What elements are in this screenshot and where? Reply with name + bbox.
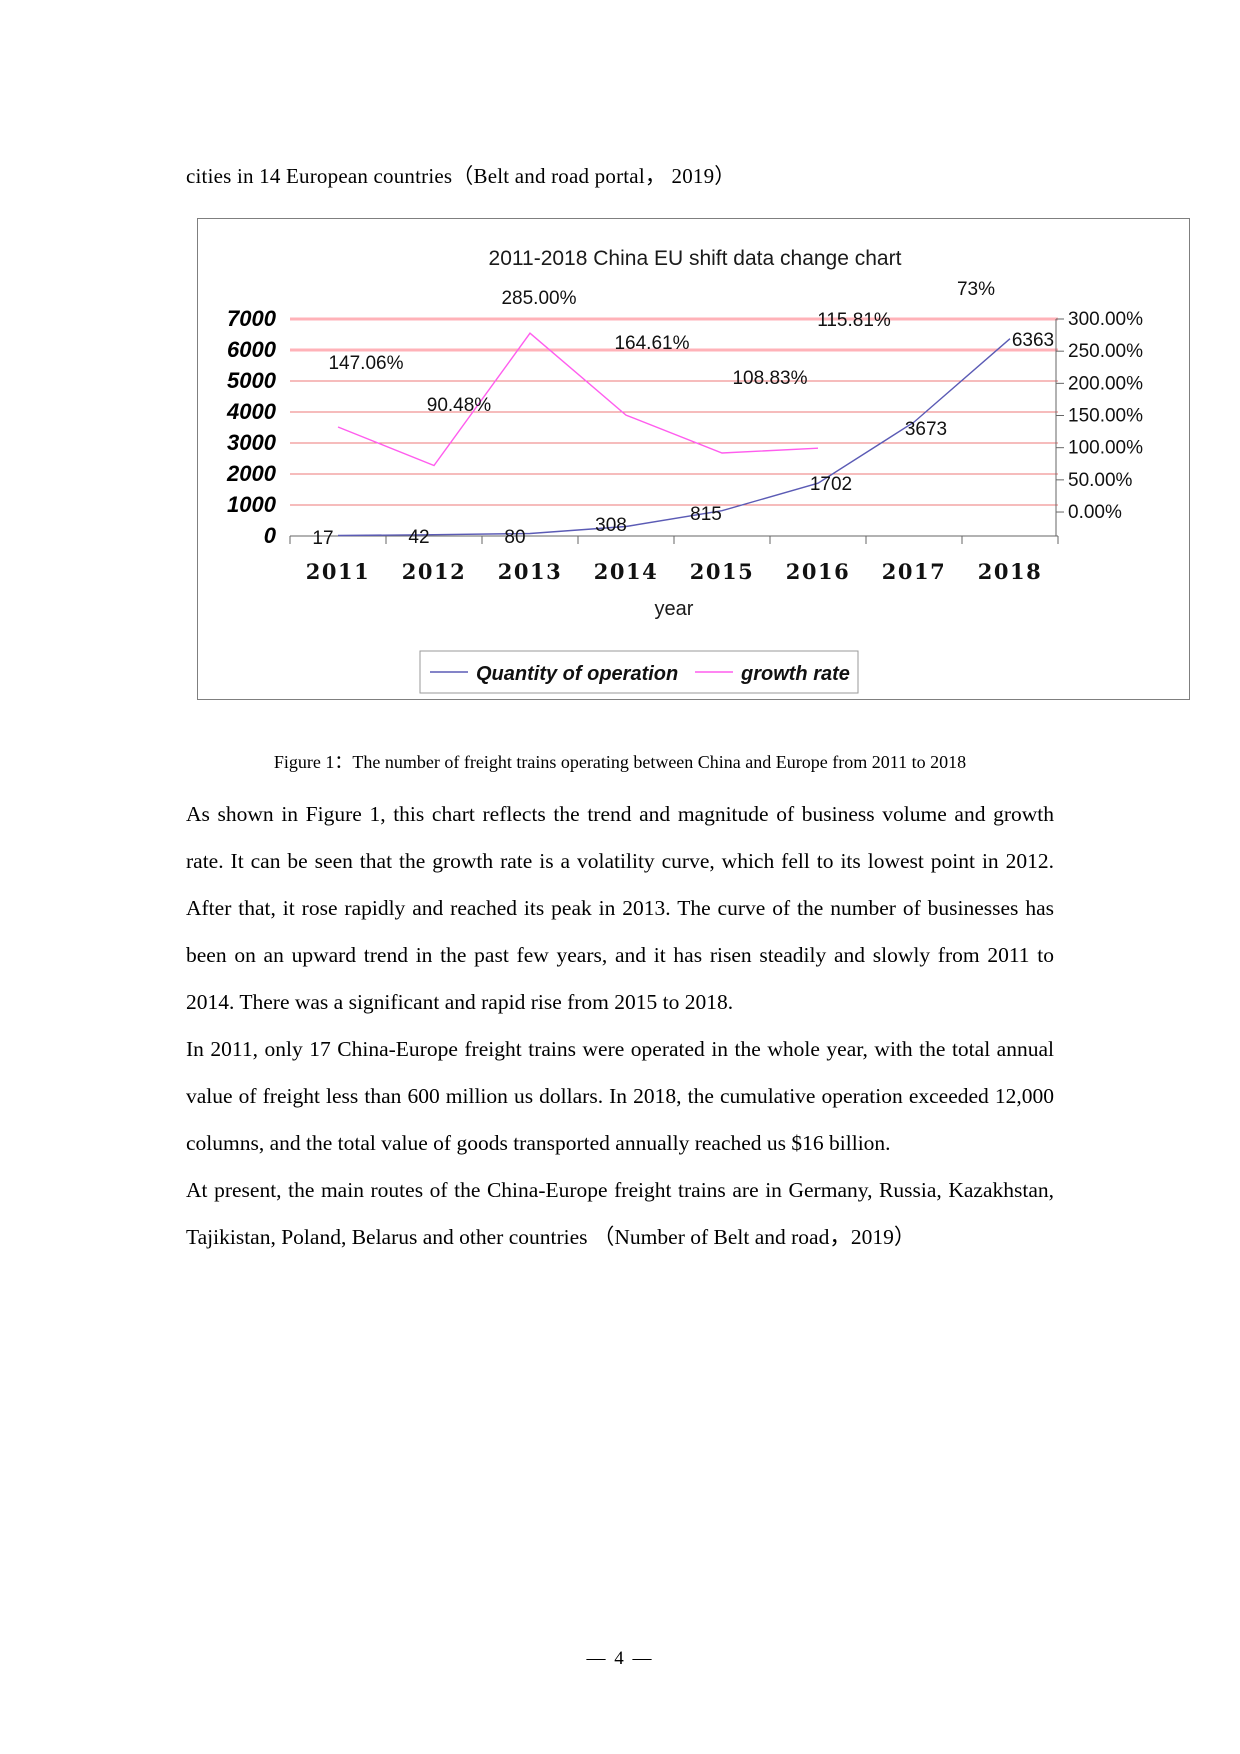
growth-data-label: 115.81% [817,310,891,331]
x-axis-label: 2013 [498,559,562,584]
legend-label-growth: growth rate [740,663,850,685]
quantity-data-label: 1702 [810,474,852,495]
growth-rate-line [337,332,819,467]
left-axis-label: 0 [264,523,277,548]
x-axis-label: 2015 [690,559,754,584]
quantity-line [337,338,1011,537]
growth-data-label: 90.48% [427,395,492,416]
growth-data-label: 164.61% [614,333,689,354]
paragraph: At present, the main routes of the China… [186,1178,1054,1249]
growth-data-label: 73% [957,279,995,300]
left-axis-label: 7000 [227,306,277,331]
growth-data-label: 108.83% [732,368,807,389]
x-axis-label: 2011 [306,559,370,584]
left-axis-label: 6000 [227,337,277,362]
intro-text: cities in 14 European countries（Belt and… [186,164,736,188]
quantity-data-label: 815 [690,504,722,525]
right-axis-label: 50.00% [1068,470,1133,491]
paragraph: In 2011, only 17 China-Europe freight tr… [186,1037,1054,1155]
body-text: As shown in Figure 1, this chart reflect… [186,791,1054,1261]
x-axis-label: 2018 [978,559,1042,584]
legend-box [419,650,859,694]
quantity-data-label: 3673 [905,419,947,440]
x-axis-label: 2017 [882,559,946,584]
page-number: — 4 — [586,1648,654,1669]
quantity-data-label: 6363 [1012,330,1054,351]
x-axis-label: 2014 [594,559,658,584]
left-axis-label: 5000 [227,368,277,393]
quantity-data-label: 80 [504,527,525,548]
left-axis-label: 2000 [226,461,277,486]
figure-1-chart: 300.00% 250.00% 200.00% 150.00% 100.00% 50.00… [226,247,1143,694]
left-axis-label: 1000 [227,492,277,517]
x-axis-label: 2012 [402,559,466,584]
legend-label-quantity: Quantity of operation [476,663,678,685]
right-axis-label: 0.00% [1068,502,1122,523]
right-axis-label: 150.00% [1068,406,1143,427]
left-axis-label: 3000 [227,430,277,455]
x-axis-label: 2016 [786,559,850,584]
right-axis-label: 100.00% [1068,438,1143,459]
right-axis-label: 300.00% [1068,309,1143,330]
right-axis-label: 250.00% [1068,341,1143,362]
quantity-data-label: 17 [312,528,333,549]
left-axis-label: 4000 [226,399,277,424]
x-axis-title: year [655,598,694,620]
quantity-data-label: 308 [595,515,627,536]
figure-caption: Figure 1：The number of freight trains op… [273,752,967,772]
growth-data-label: 285.00% [501,288,576,309]
paragraph: As shown in Figure 1, this chart reflect… [186,802,1054,1014]
quantity-data-label: 42 [408,527,429,548]
chart-title: 2011-2018 China EU shift data change cha… [489,247,902,270]
right-axis-label: 200.00% [1068,373,1143,394]
growth-data-label: 147.06% [328,353,403,374]
figure-box: 300.00% 250.00% 200.00% 150.00% 100.00% 50.00… [197,218,1190,700]
